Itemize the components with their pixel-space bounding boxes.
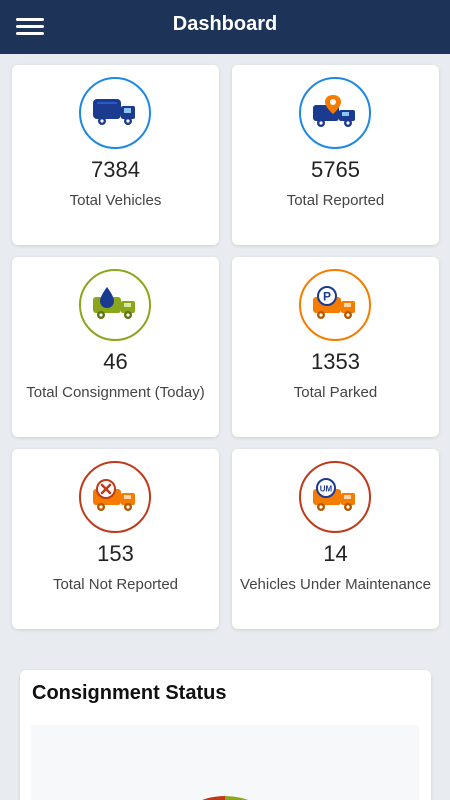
maintenance-badge: UM (320, 485, 333, 494)
card-value: 14 (323, 541, 348, 566)
truck-drop-icon (79, 269, 151, 341)
card-label: Total Parked (293, 384, 378, 401)
card-label: Total Consignment (Today) (26, 384, 205, 401)
card-value: 46 (103, 349, 128, 374)
card-label: Total Reported (286, 192, 385, 209)
card-label: Total Not Reported (52, 576, 179, 593)
truck-location-pin-icon (299, 77, 371, 149)
app-bar: Dashboard (0, 0, 450, 54)
card-value: 5765 (311, 157, 360, 182)
card-label: Vehicles Under Maintenance (240, 576, 431, 593)
truck-cross-icon (79, 461, 151, 533)
pie-chart-icon (202, 796, 248, 800)
card-total-consignment[interactable]: 46 Total Consignment (Today) (12, 257, 219, 437)
page-title: Dashboard (172, 13, 278, 35)
consignment-status-chart (31, 725, 419, 800)
card-value: 7384 (91, 157, 140, 182)
menu-icon[interactable] (14, 14, 46, 40)
card-total-parked[interactable]: P 1353 Total Parked (232, 257, 439, 437)
parking-badge: P (323, 290, 331, 304)
card-total-not-reported[interactable]: 153 Total Not Reported (12, 449, 219, 629)
consignment-status-title: Consignment Status (32, 682, 227, 704)
card-total-vehicles[interactable]: 7384 Total Vehicles (12, 65, 219, 245)
card-value: 153 (97, 541, 134, 566)
card-value: 1353 (311, 349, 360, 374)
truck-icon (79, 77, 151, 149)
consignment-status-card: Consignment Status (20, 670, 431, 800)
truck-maintenance-icon: UM (299, 461, 371, 533)
truck-parking-icon: P (299, 269, 371, 341)
card-vehicles-under-maintenance[interactable]: UM 14 Vehicles Under Maintenance (232, 449, 439, 629)
card-label: Total Vehicles (69, 192, 162, 209)
card-total-reported[interactable]: 5765 Total Reported (232, 65, 439, 245)
